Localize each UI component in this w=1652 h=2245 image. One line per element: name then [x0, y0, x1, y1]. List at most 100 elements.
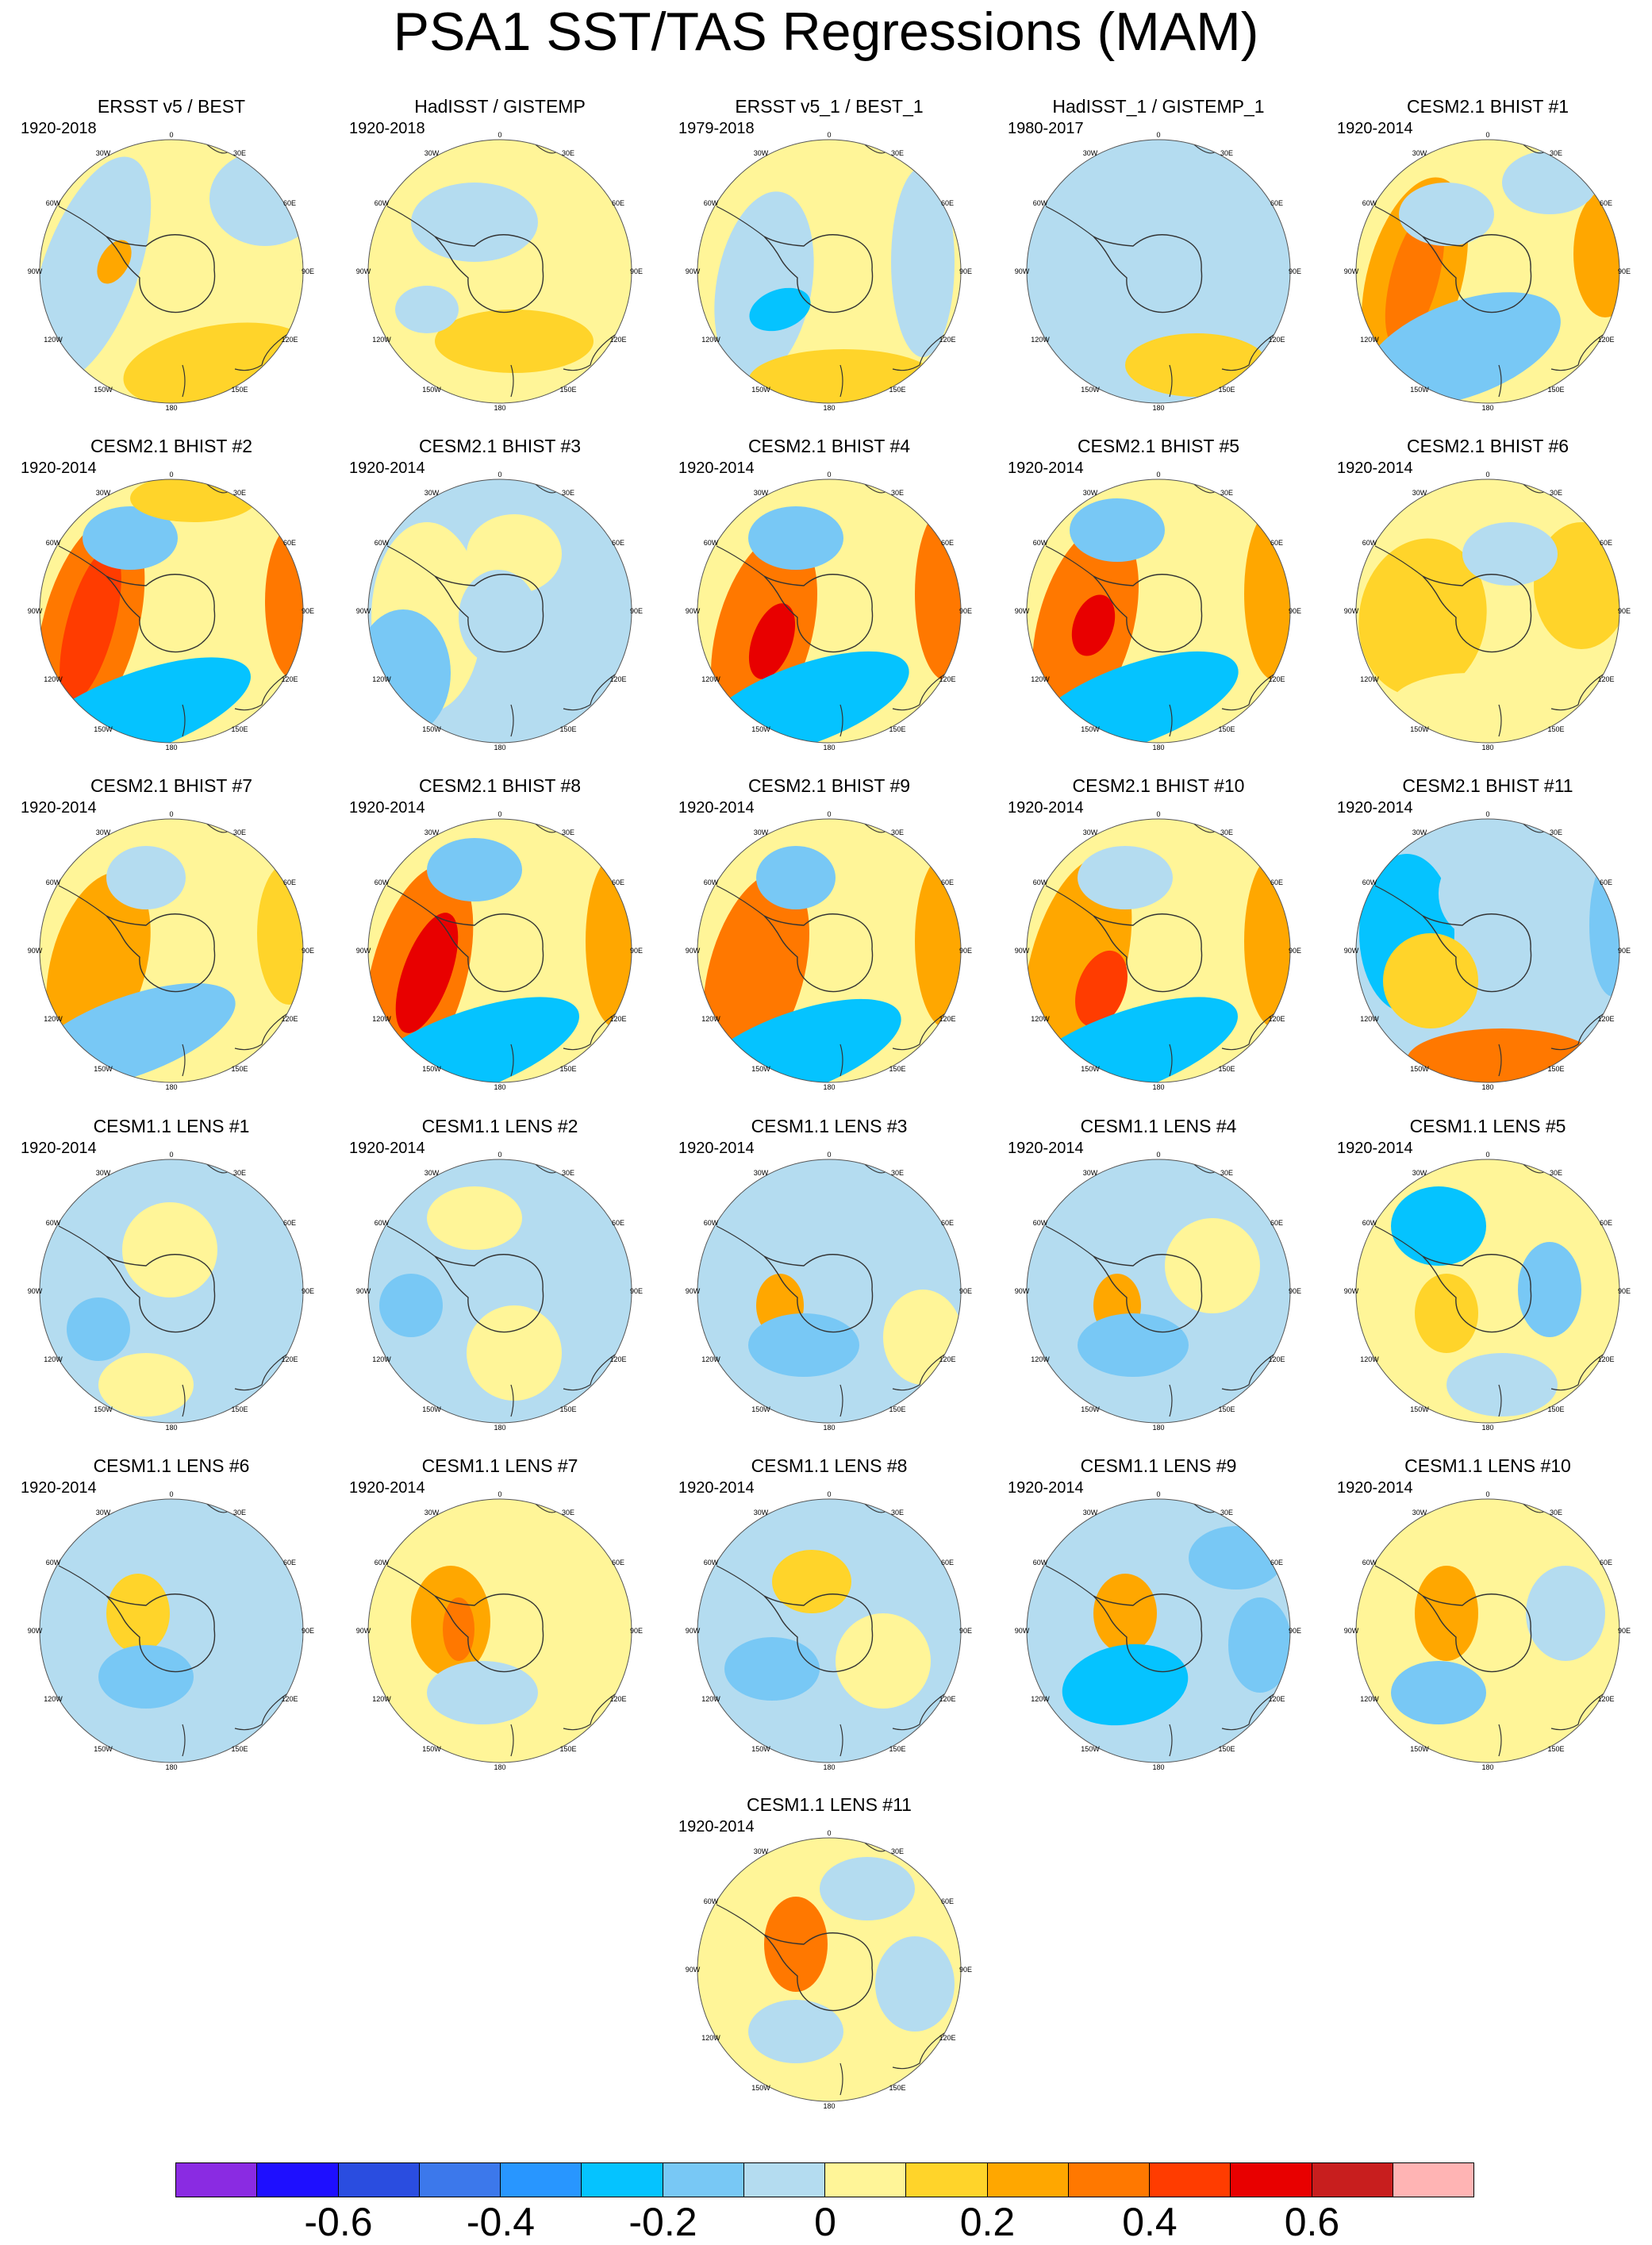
longitude-label: 90W [1015, 1627, 1030, 1635]
longitude-label: 60W [1033, 1559, 1048, 1567]
polar-map: 0 30E 60E 90E 120E 150E 180 150W 120W 90W 60W 30W [1015, 1151, 1301, 1432]
map-panel: HadISST / GISTEMP 1920-2018 0 30E 60E 90E 120E… [335, 95, 665, 435]
longitude-label: 0 [1485, 1151, 1489, 1159]
south-america-coastline [716, 1565, 765, 1597]
field-contour [1391, 1186, 1486, 1266]
longitude-label: 120E [1597, 1355, 1614, 1363]
field-contour [1165, 1218, 1260, 1313]
australia-coastline [234, 1692, 290, 1731]
longitude-label: 150E [889, 1065, 905, 1073]
panel-title: CESM1.1 LENS #7 [421, 1455, 578, 1476]
field-layer [697, 140, 961, 403]
polar-map: 0 30E 60E 90E 120E 150E 180 150W 120W 90W 60W 30W [356, 1151, 643, 1432]
new-zealand-coastline [1498, 704, 1502, 737]
map-panel: CESM1.1 LENS #5 1920-2014 0 30E 60E 90E 120E 15… [1323, 1115, 1652, 1455]
field-contour [1093, 1574, 1157, 1653]
new-zealand-coastline [1169, 704, 1173, 737]
map-boundary [39, 479, 304, 744]
longitude-label: 90W [1015, 267, 1030, 275]
map-boundary [367, 1159, 632, 1424]
panel-years: 1920-2014 [21, 799, 97, 817]
new-zealand-coastline [1498, 364, 1502, 398]
longitude-label: 90W [356, 607, 371, 615]
longitude-label: 30W [1083, 489, 1098, 497]
longitude-label: 30W [96, 149, 111, 157]
longitude-label: 120E [1268, 1015, 1285, 1023]
polar-map: 0 30E 60E 90E 120E 150E 180 150W 120W 90W 60W 30W [1344, 810, 1631, 1091]
field-contour [724, 1637, 820, 1701]
field-contour [1462, 522, 1558, 586]
field-contour [233, 1582, 297, 1709]
panel-years: 1920-2014 [349, 1479, 425, 1497]
longitude-label: 60E [1270, 1559, 1283, 1567]
longitude-label: 180 [823, 1424, 835, 1432]
longitude-label: 180 [494, 1763, 505, 1771]
new-zealand-coastline [839, 1044, 843, 1077]
longitude-label: 120E [1268, 675, 1285, 683]
longitude-label: 60W [46, 1559, 61, 1567]
panel-years: 1920-2014 [678, 1479, 755, 1497]
longitude-label: 180 [1152, 1424, 1164, 1432]
field-layer [697, 1159, 961, 1423]
longitude-label: 90E [302, 607, 314, 615]
longitude-label: 60W [46, 539, 61, 547]
map-panel: CESM1.1 LENS #3 1920-2014 0 30E 60E 90E 120E 15… [664, 1115, 994, 1455]
new-zealand-coastline [510, 1384, 514, 1417]
new-zealand-coastline [839, 1724, 843, 1757]
longitude-label: 150W [1081, 1745, 1100, 1753]
longitude-label: 30E [233, 1509, 246, 1517]
longitude-label: 180 [1152, 1763, 1164, 1771]
map-panel: CESM2.1 BHIST #4 1920-2014 0 30E 60E 90E 120E 1… [664, 435, 994, 775]
australia-coastline [892, 672, 947, 711]
longitude-label: 180 [1152, 1083, 1164, 1091]
longitude-label: 0 [498, 131, 501, 139]
field-contour [1391, 673, 1550, 736]
panel-title: CESM2.1 BHIST #5 [1077, 436, 1240, 456]
longitude-label: 60E [612, 878, 624, 886]
longitude-label: 60W [704, 1559, 719, 1567]
polar-map: 0 30E 60E 90E 120E 150E 180 150W 120W 90W 60W 30W [1344, 1490, 1631, 1771]
panel-title: CESM1.1 LENS #2 [421, 1116, 578, 1136]
panel-years: 1920-2018 [349, 120, 425, 137]
field-background [368, 140, 632, 403]
panel-years: 1920-2014 [1337, 1140, 1413, 1157]
panel-years: 1920-2014 [678, 1818, 755, 1836]
australia-coastline [563, 1692, 618, 1731]
field-contour [122, 1202, 217, 1297]
new-zealand-coastline [510, 704, 514, 737]
field-layer [697, 819, 961, 1082]
longitude-label: 150E [559, 1405, 576, 1413]
colorbar-box [1067, 2162, 1150, 2197]
longitude-label: 90E [959, 947, 972, 955]
longitude-label: 150E [889, 1745, 905, 1753]
longitude-label: 150E [889, 2084, 905, 2092]
longitude-label: 180 [1481, 1424, 1493, 1432]
panel-title: CESM2.1 BHIST #9 [747, 775, 911, 796]
longitude-label: 120W [44, 1355, 63, 1363]
south-america-coastline [1045, 545, 1094, 577]
longitude-label: 150E [1218, 1405, 1235, 1413]
longitude-label: 30E [1550, 828, 1562, 836]
map-panel: HadISST_1 / GISTEMP_1 1980-2017 0 30E 60E 90E… [993, 95, 1324, 435]
panel-years: 1980-2017 [1008, 120, 1084, 137]
longitude-label: 0 [1485, 471, 1489, 479]
field-contour [1446, 1353, 1558, 1417]
longitude-label: 30E [562, 489, 574, 497]
figure-title: PSA1 SST/TAS Regressions (MAM) [393, 2, 1259, 62]
field-contour [764, 1897, 828, 1992]
south-america-coastline [58, 206, 107, 237]
polar-map: 0 30E 60E 90E 120E 150E 180 150W 120W 90W 60W 30W [356, 810, 643, 1091]
colorbar-box [337, 2162, 420, 2197]
longitude-label: 0 [1156, 810, 1160, 818]
new-zealand-coastline [1169, 1724, 1173, 1757]
map-panel: CESM1.1 LENS #2 1920-2014 0 30E 60E 90E 120E 15… [335, 1115, 665, 1455]
longitude-label: 120W [1031, 1695, 1050, 1703]
longitude-label: 30E [562, 1169, 574, 1177]
field-contour [1573, 190, 1619, 317]
longitude-label: 30W [754, 1847, 769, 1855]
panel-title: CESM2.1 BHIST #1 [1406, 96, 1569, 117]
colorbar-box [824, 2162, 907, 2197]
map-panel: CESM2.1 BHIST #1 1920-2014 0 30E 60E 90E 120E 1… [1323, 95, 1652, 435]
panel-title: CESM2.1 BHIST #3 [418, 436, 582, 456]
field-contour [1407, 1028, 1597, 1082]
